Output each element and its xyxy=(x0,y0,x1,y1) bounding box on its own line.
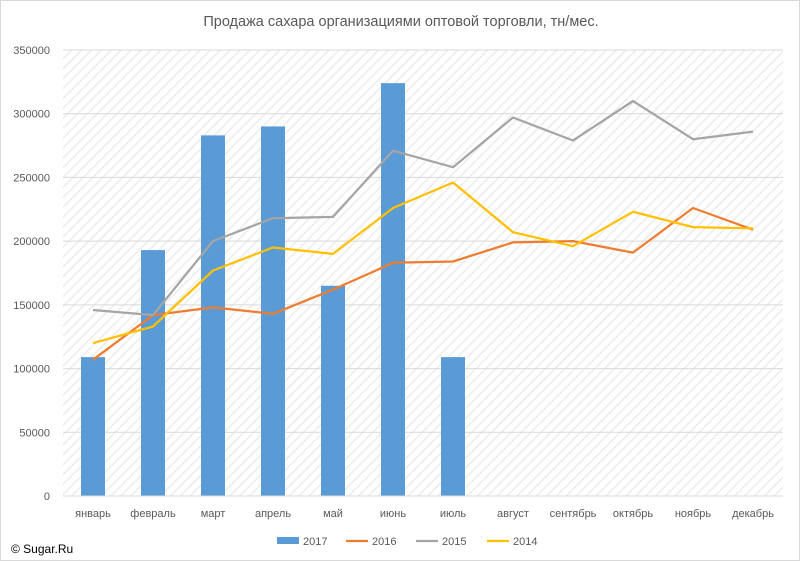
x-tick-label: август xyxy=(497,508,529,520)
legend-label: 2015 xyxy=(442,536,466,548)
bar xyxy=(201,135,225,496)
plot-background xyxy=(63,50,783,496)
bar xyxy=(81,357,105,496)
x-tick-label: июль xyxy=(440,508,467,520)
legend-label: 2014 xyxy=(513,536,537,548)
x-tick-label: сентябрь xyxy=(550,508,597,520)
legend-label: 2016 xyxy=(372,536,396,548)
chart-title: Продажа сахара организациями оптовой тор… xyxy=(203,14,598,30)
legend: 2017 2016 2015 2014 xyxy=(277,536,537,548)
y-tick-label: 250000 xyxy=(13,172,50,184)
x-tick-label: март xyxy=(201,508,226,520)
bar-series xyxy=(81,83,465,496)
bar xyxy=(381,83,405,496)
y-tick-label: 150000 xyxy=(13,300,50,312)
x-tick-label: декабрь xyxy=(732,508,774,520)
y-axis-ticks: 0 50000 100000 150000 200000 250000 300000 3500… xyxy=(13,45,50,503)
x-axis-ticks: январь февраль март апрель май июнь июль август… xyxy=(75,508,774,520)
y-tick-label: 300000 xyxy=(13,109,50,121)
x-tick-label: февраль xyxy=(130,508,176,520)
x-tick-label: май xyxy=(323,508,343,520)
series-line-2014 xyxy=(92,181,754,345)
copyright-text: © Sugar.Ru xyxy=(11,542,73,556)
legend-swatch xyxy=(277,537,299,544)
legend-label: 2017 xyxy=(303,536,327,548)
x-tick-label: апрель xyxy=(255,508,291,520)
x-tick-label: ноябрь xyxy=(675,508,712,520)
y-tick-label: 100000 xyxy=(13,364,50,376)
x-tick-label: июнь xyxy=(380,508,406,520)
bar xyxy=(321,285,345,496)
series-line-2015 xyxy=(92,99,754,317)
line-series xyxy=(92,99,754,361)
y-tick-label: 350000 xyxy=(13,45,50,57)
x-tick-label: октябрь xyxy=(613,508,653,520)
bar xyxy=(441,357,465,496)
y-tick-label: 0 xyxy=(44,491,50,503)
bar xyxy=(141,250,165,496)
y-tick-label: 50000 xyxy=(19,427,50,439)
y-tick-label: 200000 xyxy=(13,236,50,248)
series-line-2016 xyxy=(92,206,754,361)
x-tick-label: январь xyxy=(75,508,111,520)
gridlines xyxy=(63,49,783,433)
